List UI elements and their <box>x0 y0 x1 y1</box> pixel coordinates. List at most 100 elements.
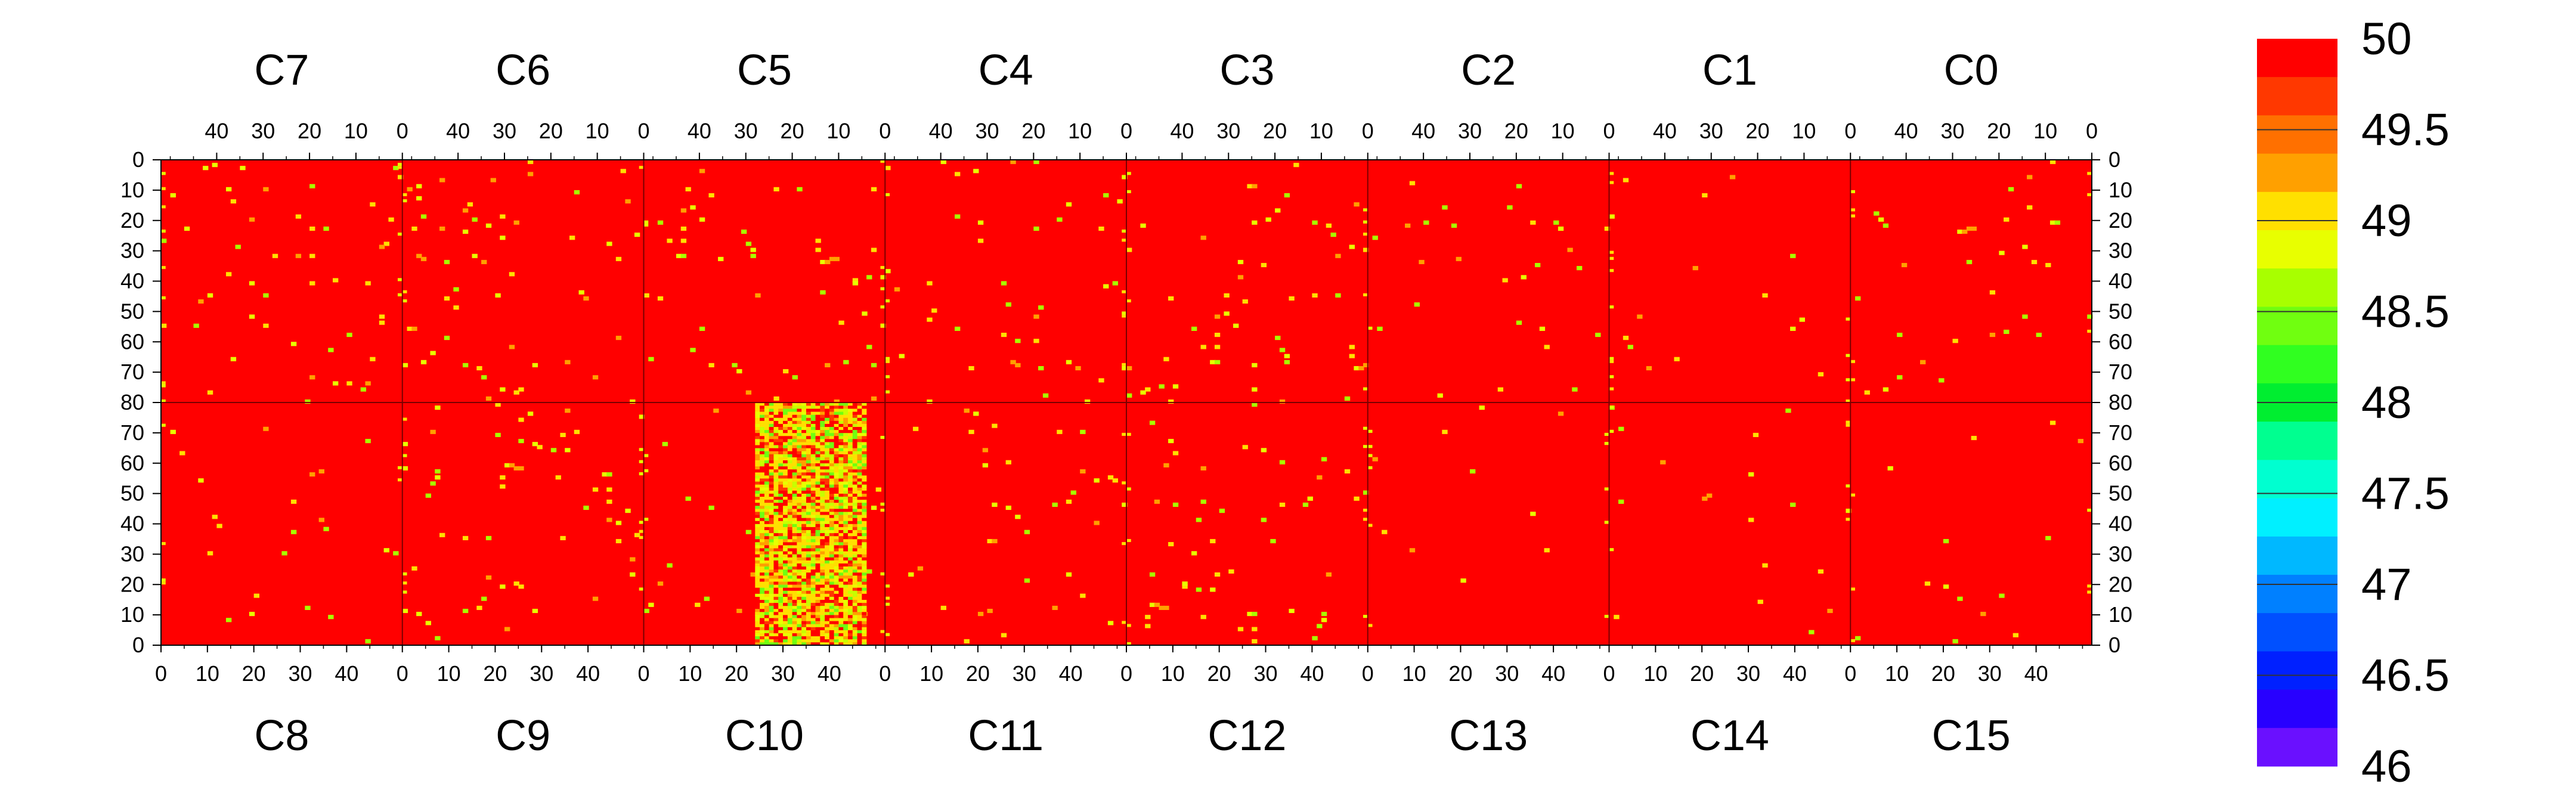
anomaly-pixel <box>783 605 788 609</box>
anomaly-pixel <box>797 402 802 406</box>
anomaly-pixel <box>852 621 857 624</box>
anomaly-pixel <box>862 551 867 555</box>
anomaly-pixel <box>852 408 857 412</box>
anomaly-pixel <box>825 435 830 439</box>
hot-pixel <box>184 226 190 231</box>
anomaly-pixel <box>810 490 816 494</box>
anomaly-pixel <box>862 542 867 546</box>
anomaly-pixel <box>783 405 788 409</box>
anomaly-pixel <box>829 499 834 503</box>
anomaly-pixel <box>783 432 788 436</box>
hot-pixel <box>485 575 492 580</box>
anomaly-pixel <box>769 487 774 491</box>
anomaly-pixel <box>797 439 802 442</box>
anomaly-pixel <box>815 587 821 591</box>
anomaly-pixel <box>829 560 834 564</box>
hot-pixel <box>1154 499 1160 504</box>
anomaly-pixel <box>755 512 760 515</box>
anomaly-pixel <box>801 524 807 527</box>
anomaly-pixel <box>857 496 862 500</box>
anomaly-pixel <box>801 596 807 600</box>
anomaly-pixel <box>783 478 788 482</box>
hot-pixel <box>1057 429 1063 434</box>
hot-pixel <box>615 256 622 261</box>
anomaly-pixel <box>829 527 834 530</box>
anomaly-pixel <box>764 417 769 421</box>
edge-pixel <box>639 448 644 451</box>
anomaly-pixel <box>806 624 812 627</box>
anomaly-pixel <box>773 512 779 515</box>
anomaly-pixel <box>820 499 825 503</box>
anomaly-pixel <box>760 627 765 630</box>
anomaly-pixel <box>838 593 844 597</box>
hot-pixel <box>1419 259 1425 265</box>
hot-pixel <box>606 487 612 492</box>
anomaly-pixel <box>838 618 844 621</box>
anomaly-pixel <box>834 602 839 606</box>
anomaly-pixel <box>792 442 797 445</box>
anomaly-pixel <box>792 463 797 467</box>
hot-pixel <box>295 253 302 258</box>
anomaly-pixel <box>820 612 825 615</box>
colorbar-segment <box>2257 345 2337 384</box>
hot-pixel <box>1228 569 1234 574</box>
edge-pixel <box>1850 208 1856 212</box>
anomaly-pixel <box>815 484 821 488</box>
anomaly-pixel <box>834 627 839 630</box>
anomaly-pixel <box>820 639 825 643</box>
anomaly-pixel <box>815 466 821 470</box>
edge-pixel <box>1126 642 1131 645</box>
anomaly-pixel <box>862 490 867 494</box>
anomaly-pixel <box>787 502 792 506</box>
anomaly-pixel <box>806 593 812 597</box>
anomaly-pixel <box>773 496 779 500</box>
hot-pixel <box>968 429 974 434</box>
anomaly-pixel <box>801 636 807 640</box>
anomaly-pixel <box>857 481 862 485</box>
hot-pixel <box>527 411 534 416</box>
hot-pixel <box>1010 160 1016 165</box>
hot-pixel <box>2022 314 2028 319</box>
anomaly-pixel <box>778 524 784 527</box>
anomaly-pixel <box>783 593 788 597</box>
hot-pixel <box>866 275 872 280</box>
anomaly-pixel <box>852 566 857 570</box>
anomaly-pixel <box>801 469 807 473</box>
hot-pixel <box>1015 339 1021 343</box>
hot-pixel <box>1785 408 1791 413</box>
anomaly-pixel <box>843 445 849 448</box>
anomaly-pixel <box>787 405 792 409</box>
anomaly-pixel <box>783 639 788 643</box>
anomaly-pixel <box>792 527 797 530</box>
hot-pixel <box>1224 311 1230 316</box>
anomaly-pixel <box>838 402 844 406</box>
anomaly-pixel <box>760 493 765 497</box>
anomaly-pixel <box>843 639 849 643</box>
anomaly-pixel <box>834 590 839 594</box>
hot-pixel <box>467 202 473 207</box>
anomaly-pixel <box>825 493 830 497</box>
anomaly-pixel <box>783 569 788 573</box>
hot-pixel <box>955 172 961 177</box>
hot-pixel <box>527 160 534 165</box>
anomaly-pixel <box>787 532 792 537</box>
anomaly-pixel <box>801 457 807 460</box>
edge-pixel <box>885 596 890 600</box>
colorbar-segment <box>2257 77 2337 116</box>
hot-pixel <box>1372 457 1378 462</box>
anomaly-pixel <box>843 527 849 530</box>
anomaly-pixel <box>847 554 853 558</box>
anomaly-pixel <box>847 624 853 627</box>
anomaly-pixel <box>760 578 765 582</box>
anomaly-pixel <box>806 417 812 421</box>
left-y-tick-label: 80 <box>120 390 144 414</box>
hot-pixel <box>379 314 385 319</box>
anomaly-pixel <box>847 612 853 615</box>
anomaly-pixel <box>843 439 849 442</box>
anomaly-pixel <box>760 405 765 409</box>
anomaly-pixel <box>862 590 867 594</box>
hot-pixel <box>1200 499 1206 504</box>
anomaly-pixel <box>834 557 839 561</box>
top-x-tick-label: 10 <box>1309 119 1333 143</box>
colorbar-label: 49 <box>2361 196 2412 246</box>
